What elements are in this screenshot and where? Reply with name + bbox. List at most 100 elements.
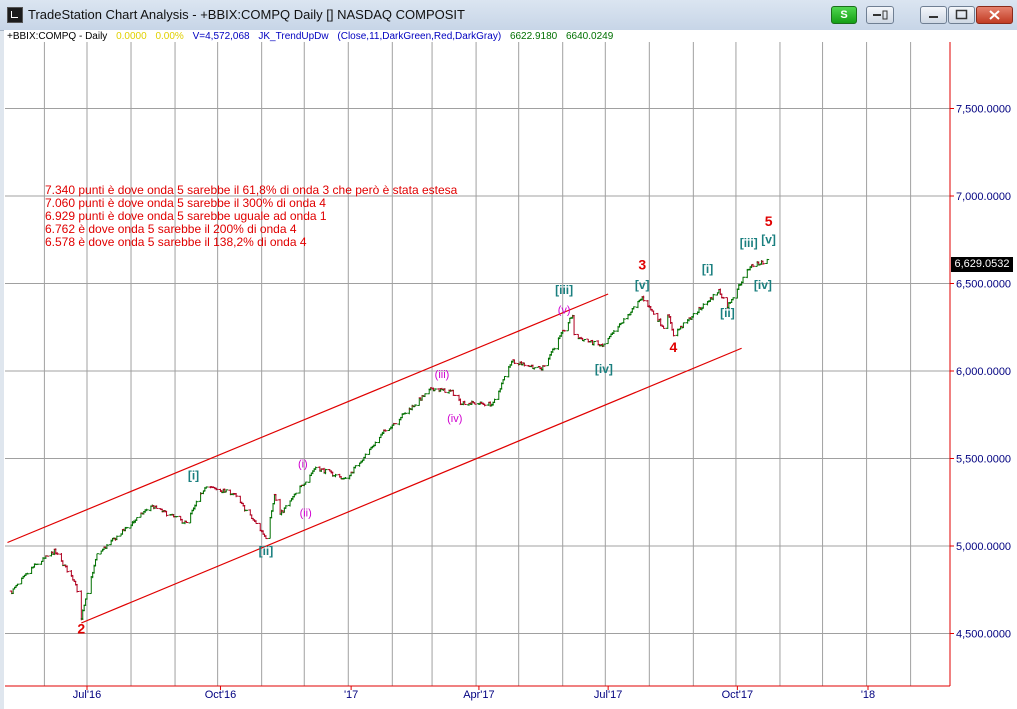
price-bar <box>611 330 616 334</box>
price-bar <box>542 365 547 367</box>
price-bar <box>343 476 348 479</box>
price-tick-label: 7,000.0000 <box>956 191 1011 203</box>
wave-label: (i) <box>298 458 308 470</box>
wave-label: [iv] <box>595 362 613 376</box>
price-bar <box>621 318 626 324</box>
price-bar <box>631 306 636 310</box>
channel-lower-line <box>81 347 742 624</box>
fibonacci-annotations: 7.340 punti è dove onda 5 sarebbe il 61,… <box>45 184 457 249</box>
s-button[interactable]: S <box>831 6 857 24</box>
price-bar <box>691 313 696 318</box>
status-line: +BBIX:COMPQ - Daily 0.0000 0.00% V=4,572… <box>7 31 619 42</box>
price-bar <box>134 517 139 521</box>
price-bar <box>711 293 716 301</box>
wave-label: [v] <box>635 278 650 292</box>
price-tick-label: 4,500.0000 <box>956 629 1011 641</box>
price-bar <box>55 552 60 555</box>
restore-docked-button[interactable] <box>866 6 894 24</box>
price-bar <box>765 258 770 264</box>
price-bar <box>750 263 755 268</box>
wave-label: (v) <box>558 304 571 316</box>
price-bar <box>731 297 736 301</box>
price-bar <box>383 429 388 432</box>
indicator-value-2: 6640.0249 <box>566 31 614 42</box>
maximize-button[interactable] <box>948 6 975 24</box>
date-tick-label: Jul'17 <box>594 689 622 701</box>
price-bar <box>263 535 268 540</box>
price-bar <box>25 572 30 575</box>
date-tick-label: '18 <box>861 689 875 701</box>
wave-label: [iii] <box>555 283 573 297</box>
price-bar <box>562 329 567 332</box>
price-bar <box>124 526 129 529</box>
window-title: TradeStation Chart Analysis - +BBIX:COMP… <box>28 7 465 22</box>
price-bar <box>410 404 415 411</box>
wave-label: (iv) <box>447 413 462 425</box>
price-bar <box>532 367 537 370</box>
wave-label: [iii] <box>740 236 758 250</box>
price-bar <box>432 388 437 392</box>
price-bar <box>45 555 50 557</box>
price-bar <box>442 388 447 393</box>
price-bar <box>154 505 159 509</box>
price-tick-label: 5,500.0000 <box>956 454 1011 466</box>
close-button[interactable] <box>976 6 1013 24</box>
minimize-button[interactable] <box>920 6 947 24</box>
wave-label: [i] <box>188 469 199 483</box>
date-tick-label: Oct'16 <box>205 689 236 701</box>
volume-value: V=4,572,068 <box>192 31 250 42</box>
price-bar <box>601 343 606 347</box>
price-bar <box>323 468 328 475</box>
wave-label: 2 <box>77 621 85 637</box>
price-bar <box>422 393 427 398</box>
price-bar <box>194 500 199 507</box>
price-bar <box>333 473 338 478</box>
price-bar <box>363 453 368 458</box>
price-bar <box>582 339 586 342</box>
price-bar <box>462 400 467 406</box>
maximize-icon <box>955 9 968 20</box>
change-pct-value: 0.00% <box>155 31 184 42</box>
price-bar <box>566 322 571 332</box>
price-bar <box>413 404 418 408</box>
price-bar <box>671 328 676 337</box>
price-bar <box>15 583 20 587</box>
wave-label: [v] <box>761 232 776 246</box>
price-bar <box>641 295 646 302</box>
wave-label: 4 <box>670 339 678 355</box>
price-bar <box>648 306 653 310</box>
price-bar <box>180 518 185 524</box>
price-bar <box>238 495 243 503</box>
wave-label: 3 <box>638 257 646 273</box>
minimize-icon <box>929 16 938 18</box>
plot-area[interactable] <box>4 30 1017 709</box>
price-tick-label: 6,000.0000 <box>956 366 1011 378</box>
annotation-line: 6.929 punti è dove onda 5 sarebbe uguale… <box>45 209 327 223</box>
trend-channel <box>7 293 742 624</box>
annotation-line: 6.762 è dove onda 5 sarebbe il 200% di o… <box>45 222 297 236</box>
price-bar <box>681 322 686 329</box>
indicator-value-1: 6622.9180 <box>509 31 558 42</box>
price-bar <box>522 362 527 367</box>
price-bar <box>502 375 507 381</box>
wave-label: (iii) <box>435 369 450 381</box>
restore-docked-icon <box>873 10 888 20</box>
price-bar <box>104 544 109 549</box>
wave-labels: 2 [i] [ii] (i) (ii) (iii) (iv) [iii] (v) [iv] 3 [v]… <box>77 213 776 637</box>
price-bar <box>114 535 119 541</box>
chart-app-icon <box>7 7 23 23</box>
price-tick-label: 6,500.0000 <box>956 279 1011 291</box>
title-bar[interactable]: TradeStation Chart Analysis - +BBIX:COMP… <box>0 0 1017 31</box>
annotation-line: 7.060 punti è dove onda 5 sarebbe il 300… <box>45 196 326 210</box>
price-bar <box>89 576 94 595</box>
price-bar <box>651 310 656 315</box>
price-bar <box>144 508 149 512</box>
price-bar <box>248 509 253 516</box>
price-bar <box>59 553 64 562</box>
price-bar <box>85 592 89 600</box>
price-bar <box>303 481 308 485</box>
price-bar <box>164 511 169 517</box>
date-tick-label: Oct'17 <box>722 689 753 701</box>
